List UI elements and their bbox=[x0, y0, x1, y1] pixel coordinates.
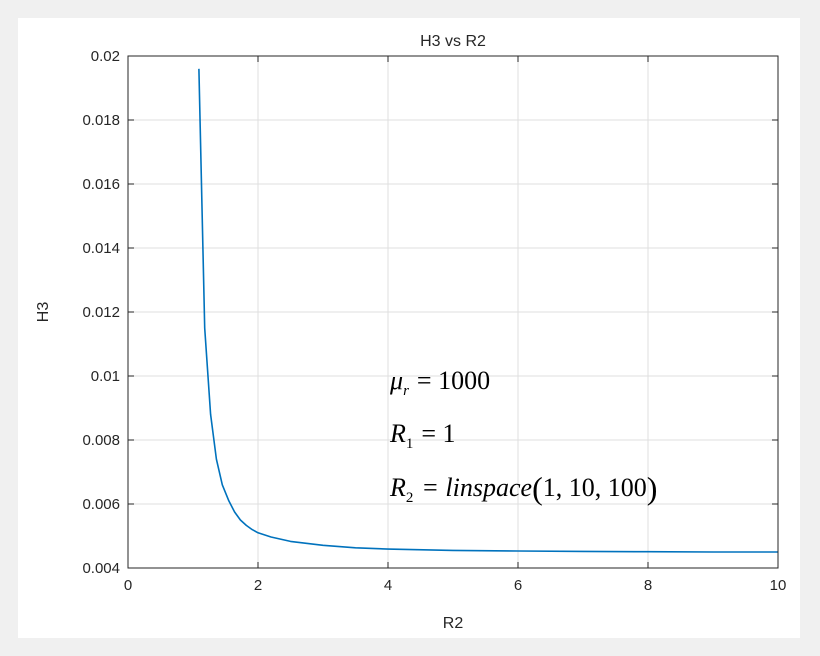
line-chart: 0 2 4 6 8 10 0.0040.0060.0080.010.0120.0140.0… bbox=[35, 33, 787, 632]
y-tick-label: 0.02 bbox=[91, 48, 120, 65]
annotation-line-mu: μr = 1000 bbox=[389, 366, 490, 399]
figure: 0 2 4 6 8 10 0.004 0.006 0.008 0.01 0.012 0.014 0.0… bbox=[18, 18, 800, 638]
y-axis-label: H3 bbox=[35, 302, 52, 323]
axes-box bbox=[127, 55, 779, 569]
annotation-line-r2: R2 = linspace(1, 10, 100) bbox=[389, 470, 657, 506]
annotation-r1-value: = 1 bbox=[421, 419, 455, 448]
annotation-mu-value: = 1000 bbox=[417, 366, 490, 395]
x-tick-label: 4 bbox=[384, 577, 392, 594]
annotation-r2-subscript: 2 bbox=[406, 490, 414, 506]
x-tick-label: 10 bbox=[770, 577, 787, 594]
grid bbox=[128, 56, 778, 568]
x-axis-label: R2 bbox=[443, 615, 464, 632]
annotation-r1-symbol: R bbox=[389, 419, 406, 448]
y-tick-label: 0.006 bbox=[82, 496, 120, 513]
y-tick-label: 0.004 bbox=[82, 560, 120, 577]
y-tick-label: 0.008 bbox=[82, 432, 120, 449]
annotation: μr = 1000 R1 = 1 R2 = linspace(1, 10, 100) bbox=[389, 366, 657, 506]
x-tick-label: 2 bbox=[254, 577, 262, 594]
annotation-r2-open-paren: ( bbox=[532, 470, 543, 506]
chart-title: H3 vs R2 bbox=[420, 33, 486, 50]
annotation-r2-function: = linspace bbox=[421, 473, 532, 502]
x-tick-label: 6 bbox=[514, 577, 522, 594]
y-tick-label: 0.01 bbox=[91, 368, 120, 385]
annotation-r2-symbol: R bbox=[389, 473, 406, 502]
annotation-mu-subscript: r bbox=[403, 383, 409, 399]
y-tick-label: 0.016 bbox=[82, 176, 120, 193]
annotation-line-r1: R1 = 1 bbox=[389, 419, 456, 452]
x-tick-labels: 0 2 4 6 8 10 bbox=[124, 577, 787, 594]
annotation-r2-args: 1, 10, 100 bbox=[543, 473, 647, 502]
x-tick-label: 8 bbox=[644, 577, 652, 594]
annotation-r1-subscript: 1 bbox=[406, 436, 414, 452]
y-tick-labels: 0.004 0.006 0.008 0.01 0.012 0.014 0.016 0.018 0… bbox=[82, 48, 120, 577]
y-tick-label: 0.014 bbox=[82, 240, 120, 257]
x-tick-label: 0 bbox=[124, 577, 132, 594]
annotation-r2-close-paren: ) bbox=[647, 470, 658, 506]
y-tick-label: 0.012 bbox=[82, 304, 120, 321]
series-line bbox=[198, 68, 778, 553]
annotation-mu-symbol: μ bbox=[389, 366, 403, 395]
series-layer bbox=[198, 68, 778, 553]
y-tick-label: 0.018 bbox=[82, 112, 120, 129]
